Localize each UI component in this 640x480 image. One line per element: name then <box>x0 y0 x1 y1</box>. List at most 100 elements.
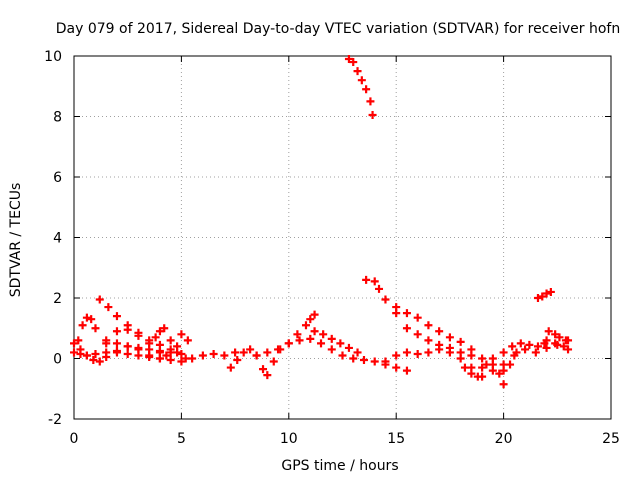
data-point <box>155 346 164 355</box>
x-axis-label: GPS time / hours <box>281 458 398 474</box>
data-point <box>381 295 390 304</box>
data-point <box>445 333 454 342</box>
data-point <box>295 336 304 345</box>
data-point <box>525 340 534 349</box>
data-point <box>123 349 132 358</box>
data-point <box>445 348 454 357</box>
data-point <box>112 346 121 355</box>
data-point <box>91 349 100 358</box>
data-point <box>160 324 169 333</box>
data-point <box>353 67 362 76</box>
series-sat-f <box>151 324 182 357</box>
data-point <box>123 325 132 334</box>
series-sat-d <box>102 325 192 357</box>
data-point <box>209 349 218 358</box>
data-point <box>495 369 504 378</box>
data-point <box>87 315 96 324</box>
data-point <box>310 310 319 319</box>
data-point <box>362 275 371 284</box>
data-point <box>70 348 78 357</box>
data-point <box>413 330 422 339</box>
data-point <box>349 58 358 67</box>
grid <box>74 56 611 419</box>
data-point <box>82 313 91 322</box>
data-point <box>239 348 248 357</box>
series-sat-o <box>499 336 573 357</box>
y-tick-label: 2 <box>53 291 62 307</box>
data-point <box>82 351 91 360</box>
data-point <box>467 369 476 378</box>
data-point <box>424 321 433 330</box>
ticks <box>73 55 612 420</box>
data-point <box>424 348 433 357</box>
data-point <box>145 339 154 348</box>
series-sat-p <box>540 327 570 348</box>
data-point <box>370 277 379 286</box>
data-point <box>269 357 278 366</box>
series-sat-a <box>70 348 240 366</box>
x-tick-label: 25 <box>602 431 620 447</box>
data-point <box>359 356 368 365</box>
data-point <box>306 334 315 343</box>
data-point <box>516 339 525 348</box>
data-point <box>274 345 283 354</box>
data-point <box>402 324 411 333</box>
data-point <box>301 321 310 330</box>
data-point <box>561 336 570 345</box>
data-points <box>70 55 573 389</box>
data-point <box>166 336 175 345</box>
data-point <box>381 357 390 366</box>
data-point <box>375 284 384 293</box>
data-point <box>544 327 553 336</box>
data-point <box>177 330 186 339</box>
data-point <box>467 351 476 360</box>
data-point <box>151 333 160 342</box>
data-point <box>499 380 508 389</box>
data-point <box>226 363 235 372</box>
data-point <box>76 345 85 354</box>
data-point <box>551 339 560 348</box>
data-point <box>319 330 328 339</box>
series-sat-n <box>460 348 521 389</box>
data-point <box>508 342 517 351</box>
data-point <box>263 348 272 357</box>
data-point <box>173 348 182 357</box>
data-point <box>310 327 319 336</box>
data-point <box>70 339 78 348</box>
data-point <box>177 357 186 366</box>
data-point <box>112 327 121 336</box>
data-point <box>478 354 487 363</box>
data-point <box>78 321 87 330</box>
y-tick-labels: -2 0 2 4 6 8 10 <box>44 49 62 428</box>
data-point <box>344 343 353 352</box>
series-sat-q <box>533 287 555 302</box>
data-point <box>134 331 143 340</box>
series-sat-j <box>344 55 377 119</box>
data-point <box>413 313 422 322</box>
data-point <box>293 330 302 339</box>
data-point <box>392 363 401 372</box>
data-point <box>564 345 573 354</box>
data-point <box>413 349 422 358</box>
series-sat-l <box>392 309 476 360</box>
data-point <box>91 324 100 333</box>
x-tick-label: 20 <box>495 431 513 447</box>
data-point <box>533 342 542 351</box>
data-point <box>155 354 164 363</box>
data-point <box>506 360 515 369</box>
data-point <box>402 309 411 318</box>
data-point <box>89 356 98 365</box>
data-point <box>252 351 261 360</box>
data-point <box>366 97 375 106</box>
data-point <box>488 354 497 363</box>
data-point <box>546 287 555 296</box>
data-point <box>482 360 491 369</box>
x-tick-label: 10 <box>280 431 298 447</box>
data-point <box>338 351 347 360</box>
data-point <box>134 345 143 354</box>
data-point <box>353 348 362 357</box>
y-tick-label: 8 <box>53 110 62 126</box>
series-sat-m <box>381 336 573 381</box>
x-tick-labels: 0 5 10 15 20 25 <box>70 431 620 447</box>
